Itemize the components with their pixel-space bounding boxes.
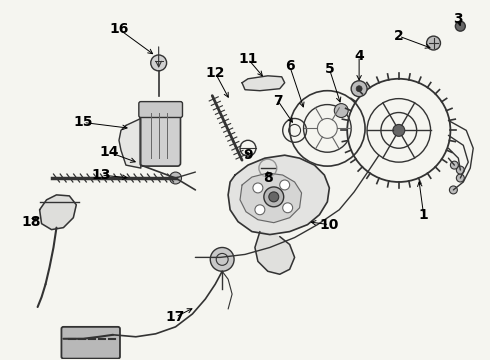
Circle shape <box>269 192 279 202</box>
Text: 13: 13 <box>92 168 111 182</box>
Text: 8: 8 <box>263 171 273 185</box>
Text: 15: 15 <box>74 116 93 130</box>
Text: 9: 9 <box>243 148 253 162</box>
Text: 10: 10 <box>319 218 339 231</box>
Circle shape <box>455 21 466 31</box>
Text: 12: 12 <box>205 66 225 80</box>
Polygon shape <box>255 231 294 274</box>
Text: 14: 14 <box>99 145 119 159</box>
Circle shape <box>283 203 293 213</box>
Text: 18: 18 <box>22 215 42 229</box>
Circle shape <box>151 55 167 71</box>
Text: 2: 2 <box>394 29 404 43</box>
Circle shape <box>280 180 290 190</box>
Circle shape <box>170 172 181 184</box>
Circle shape <box>450 161 458 169</box>
Circle shape <box>253 183 263 193</box>
Text: 6: 6 <box>285 59 294 73</box>
Text: 3: 3 <box>454 12 463 26</box>
FancyBboxPatch shape <box>139 102 182 117</box>
Polygon shape <box>242 76 285 91</box>
Text: 1: 1 <box>419 208 428 222</box>
Polygon shape <box>40 195 76 230</box>
Polygon shape <box>228 155 329 235</box>
Circle shape <box>449 186 457 194</box>
Text: 17: 17 <box>166 310 185 324</box>
FancyBboxPatch shape <box>61 327 120 359</box>
Circle shape <box>456 166 465 174</box>
Circle shape <box>427 36 441 50</box>
Polygon shape <box>119 118 141 168</box>
Circle shape <box>356 86 362 92</box>
Circle shape <box>264 187 284 207</box>
FancyBboxPatch shape <box>140 105 180 166</box>
Text: 11: 11 <box>238 52 258 66</box>
Circle shape <box>393 125 405 136</box>
Text: 4: 4 <box>354 49 364 63</box>
Circle shape <box>456 174 465 182</box>
Text: 7: 7 <box>273 94 283 108</box>
Circle shape <box>210 247 234 271</box>
Circle shape <box>334 104 348 117</box>
Polygon shape <box>240 173 301 223</box>
Text: 5: 5 <box>324 62 334 76</box>
Circle shape <box>351 81 367 96</box>
Text: 16: 16 <box>109 22 129 36</box>
Circle shape <box>255 205 265 215</box>
